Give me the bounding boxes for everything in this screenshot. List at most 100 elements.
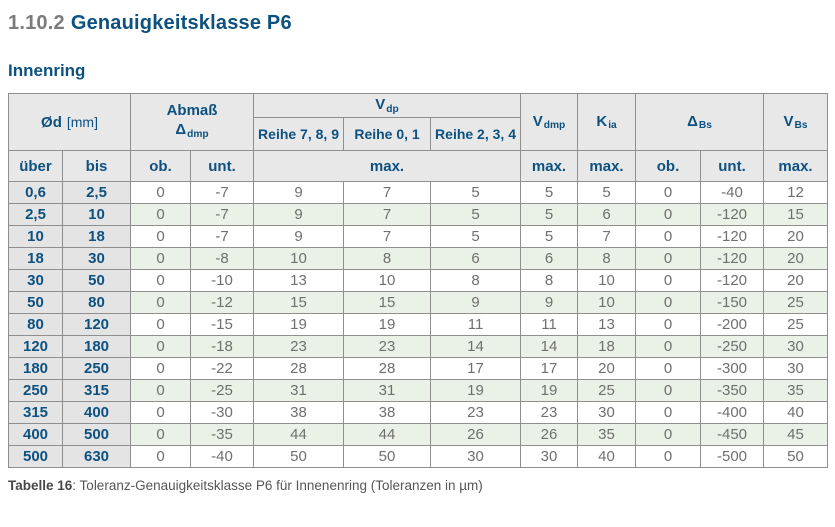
- tolerance-value-cell: 0: [635, 423, 702, 446]
- table-row: 120 180 0 -18 23 23 14 14 18 0 -250 30: [8, 335, 829, 358]
- table-caption: Tabelle 16: Toleranz-Genauigkeitsklasse …: [8, 478, 827, 493]
- tolerance-value-cell: 19: [430, 379, 522, 402]
- tolerance-value-cell: -12: [190, 291, 255, 314]
- table-row: 400 500 0 -35 44 44 26 26 35 0 -450 45: [8, 423, 829, 446]
- table-row: 180 250 0 -22 28 28 17 17 20 0 -300 30: [8, 357, 829, 380]
- tolerance-value-cell: 35: [763, 379, 829, 402]
- column-header-kia: Kia: [577, 93, 637, 151]
- diameter-range-cell: 500: [61, 423, 132, 446]
- tolerance-value-cell: -35: [190, 423, 255, 446]
- tolerance-value-cell: 9: [253, 181, 345, 204]
- tolerance-value-cell: 0: [130, 335, 192, 358]
- tolerance-value-cell: 0: [635, 379, 702, 402]
- tolerance-value-cell: 50: [763, 445, 829, 468]
- abmass-label: Abmaß: [166, 102, 218, 120]
- tolerance-value-cell: 40: [577, 445, 637, 468]
- diameter-range-cell: 50: [8, 291, 63, 314]
- tolerance-value-cell: 5: [520, 203, 579, 226]
- tolerance-value-cell: 19: [253, 313, 345, 336]
- tolerance-value-cell: -250: [700, 335, 765, 358]
- tolerance-value-cell: -120: [700, 225, 765, 248]
- tolerance-value-cell: 23: [343, 335, 432, 358]
- tolerance-value-cell: 44: [343, 423, 432, 446]
- tolerance-value-cell: 30: [763, 335, 829, 358]
- tolerance-value-cell: 7: [343, 203, 432, 226]
- tolerance-value-cell: -40: [190, 445, 255, 468]
- diameter-range-cell: 80: [8, 313, 63, 336]
- tolerance-table: Ød [mm] Abmaß Δdmp Vdp Vdmp Kia ΔBs VBs R…: [7, 93, 829, 468]
- section-title: Genauigkeitsklasse P6: [70, 12, 292, 34]
- subheader-ob-bs: ob.: [635, 150, 702, 182]
- diameter-range-cell: 30: [61, 247, 132, 270]
- tolerance-value-cell: 0: [130, 291, 192, 314]
- caption-text: : Toleranz-Genauigkeitsklasse P6 für Inn…: [72, 478, 483, 493]
- tolerance-value-cell: -500: [700, 445, 765, 468]
- tolerance-value-cell: -350: [700, 379, 765, 402]
- tolerance-value-cell: 15: [343, 291, 432, 314]
- tolerance-value-cell: -120: [700, 269, 765, 292]
- tolerance-value-cell: -7: [190, 225, 255, 248]
- tolerance-value-cell: 17: [430, 357, 522, 380]
- tolerance-value-cell: 5: [520, 225, 579, 248]
- tolerance-value-cell: 0: [635, 269, 702, 292]
- column-header-vbs: VBs: [763, 93, 829, 151]
- tolerance-value-cell: 7: [577, 225, 637, 248]
- tolerance-value-cell: 5: [430, 225, 522, 248]
- tolerance-value-cell: 0: [635, 225, 702, 248]
- tolerance-value-cell: 10: [253, 247, 345, 270]
- diameter-range-cell: 2,5: [61, 181, 132, 204]
- tolerance-value-cell: 15: [763, 203, 829, 226]
- tolerance-value-cell: 13: [253, 269, 345, 292]
- tolerance-value-cell: 20: [763, 269, 829, 292]
- tolerance-value-cell: 0: [635, 335, 702, 358]
- tolerance-value-cell: 10: [577, 269, 637, 292]
- tolerance-value-cell: 0: [130, 247, 192, 270]
- subheader-max-vbs: max.: [763, 150, 829, 182]
- tolerance-value-cell: 31: [343, 379, 432, 402]
- diameter-unit: [mm]: [66, 113, 98, 130]
- tolerance-value-cell: 30: [763, 357, 829, 380]
- table-row: 50 80 0 -12 15 15 9 9 10 0 -150 25: [8, 291, 829, 314]
- column-header-reihe-01: Reihe 0, 1: [343, 117, 432, 151]
- tolerance-value-cell: -120: [700, 203, 765, 226]
- tolerance-value-cell: 9: [253, 225, 345, 248]
- diameter-range-cell: 10: [61, 203, 132, 226]
- tolerance-value-cell: 10: [577, 291, 637, 314]
- diameter-range-cell: 630: [61, 445, 132, 468]
- tolerance-value-cell: 0: [635, 247, 702, 270]
- subheader-max-vdmp: max.: [520, 150, 579, 182]
- tolerance-value-cell: 6: [520, 247, 579, 270]
- column-header-reihe-234: Reihe 2, 3, 4: [430, 117, 522, 151]
- tolerance-value-cell: 8: [343, 247, 432, 270]
- tolerance-value-cell: 14: [430, 335, 522, 358]
- table-row: 80 120 0 -15 19 19 11 11 13 0 -200 25: [8, 313, 829, 336]
- tolerance-value-cell: 8: [577, 247, 637, 270]
- tolerance-value-cell: 28: [253, 357, 345, 380]
- tolerance-value-cell: 12: [763, 181, 829, 204]
- tolerance-value-cell: 17: [520, 357, 579, 380]
- tolerance-value-cell: 31: [253, 379, 345, 402]
- page-title: 1.10.2 Genauigkeitsklasse P6: [8, 12, 827, 35]
- tolerance-value-cell: -30: [190, 401, 255, 424]
- tolerance-value-cell: 11: [520, 313, 579, 336]
- header-row-series: Reihe 7, 8, 9 Reihe 0, 1 Reihe 2, 3, 4: [9, 117, 828, 151]
- column-header-delta-bs: ΔBs: [635, 93, 765, 151]
- diameter-range-cell: 0,6: [8, 181, 63, 204]
- tolerance-value-cell: 0: [130, 357, 192, 380]
- tolerance-value-cell: 10: [343, 269, 432, 292]
- tolerance-value-cell: 30: [430, 445, 522, 468]
- tolerance-value-cell: 20: [577, 357, 637, 380]
- abmass-symbol: Δdmp: [175, 121, 209, 140]
- diameter-range-cell: 50: [61, 269, 132, 292]
- tolerance-value-cell: 0: [635, 357, 702, 380]
- page: 1.10.2 Genauigkeitsklasse P6 Innenring Ød…: [7, 12, 829, 493]
- tolerance-value-cell: -120: [700, 247, 765, 270]
- tolerance-value-cell: 18: [577, 335, 637, 358]
- tolerance-value-cell: 0: [130, 379, 192, 402]
- tolerance-value-cell: 0: [130, 445, 192, 468]
- table-row: 10 18 0 -7 9 7 5 5 7 0 -120 20: [8, 225, 829, 248]
- diameter-range-cell: 400: [8, 423, 63, 446]
- tolerance-value-cell: 9: [520, 291, 579, 314]
- tolerance-value-cell: 0: [130, 203, 192, 226]
- tolerance-value-cell: 50: [253, 445, 345, 468]
